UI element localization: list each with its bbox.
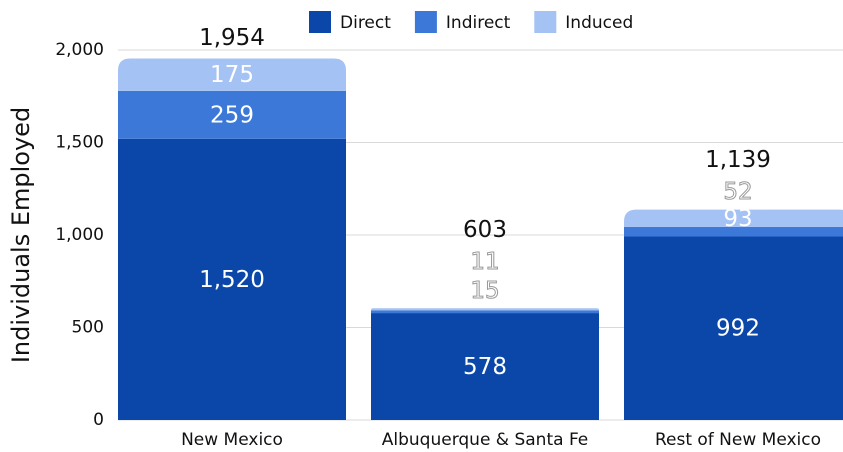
value-label: 578	[463, 354, 507, 380]
legend-swatch	[414, 11, 437, 33]
bar-segment	[624, 236, 843, 420]
legend-swatch	[534, 11, 557, 33]
bar-segment	[118, 90, 346, 139]
total-label: 1,954	[199, 25, 265, 51]
x-tick-label: New Mexico	[181, 430, 283, 450]
y-axis-title: Individuals Employed	[7, 107, 35, 363]
value-label: 259	[210, 102, 254, 128]
y-tick-label: 2,000	[55, 40, 104, 60]
bar-segment	[118, 58, 346, 91]
legend-label: Direct	[340, 13, 391, 33]
y-tick-label: 1,000	[55, 225, 104, 245]
y-tick-label: 0	[93, 410, 104, 430]
legend-swatch	[309, 11, 331, 33]
value-label: 1,520	[199, 267, 265, 293]
y-tick-label: 1,500	[55, 133, 104, 153]
value-label: 52	[723, 179, 752, 205]
legend-label: Indirect	[446, 13, 511, 33]
value-label: 15	[470, 278, 499, 304]
bar-segment	[624, 209, 843, 227]
bar-segment	[371, 310, 599, 314]
total-label: 603	[463, 217, 507, 243]
x-tick-label: Rest of New Mexico	[655, 430, 821, 450]
bar-segment	[371, 313, 599, 420]
bar-segment	[371, 308, 599, 311]
bar-segment	[624, 226, 843, 237]
value-label: 992	[716, 316, 760, 342]
y-tick-label: 500	[72, 318, 104, 338]
value-label: 93	[723, 206, 752, 232]
x-tick-label: Albuquerque & Santa Fe	[382, 430, 589, 450]
bar-segment	[118, 138, 346, 421]
value-label: 11	[470, 249, 499, 275]
total-label: 1,139	[705, 147, 771, 173]
value-label: 175	[210, 62, 254, 88]
legend-label: Induced	[565, 13, 633, 33]
